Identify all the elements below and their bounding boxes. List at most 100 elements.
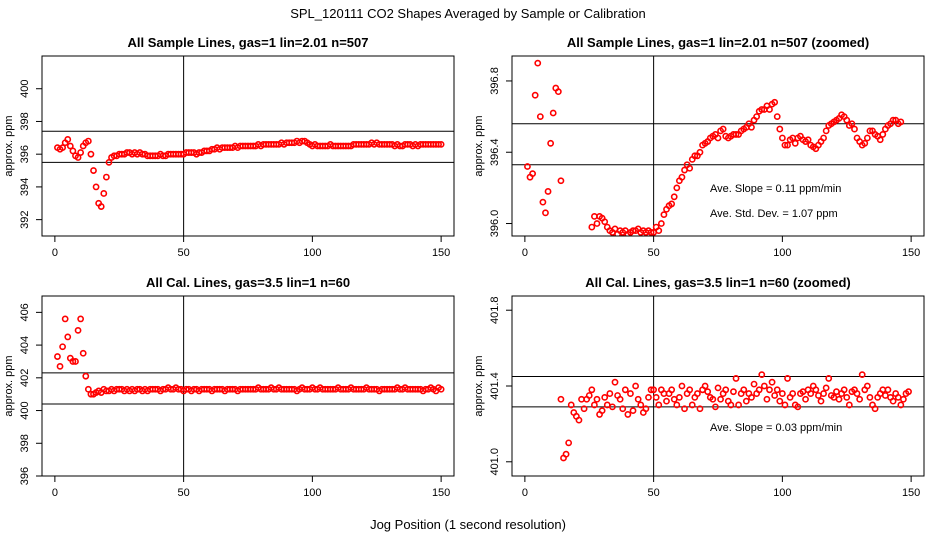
- data-point: [748, 393, 755, 401]
- data-point: [77, 315, 85, 323]
- data-point: [593, 220, 601, 227]
- data-point: [771, 392, 779, 399]
- data-point: [59, 343, 66, 351]
- data-point: [82, 372, 90, 380]
- data-point: [686, 164, 694, 172]
- data-point: [863, 134, 871, 142]
- data-point: [435, 140, 442, 148]
- data-point: [670, 193, 678, 201]
- data-point: [789, 390, 797, 397]
- data-point: [59, 144, 66, 152]
- data-point: [660, 211, 668, 219]
- data-point: [732, 375, 740, 382]
- x-tick-label: 100: [773, 247, 791, 259]
- data-point: [549, 109, 557, 117]
- data-point: [64, 333, 72, 341]
- data-point: [100, 190, 108, 197]
- y-tick-label: 396: [19, 467, 31, 485]
- data-point: [835, 395, 843, 403]
- data-point: [567, 401, 575, 409]
- data-point: [105, 158, 113, 166]
- data-point: [66, 142, 74, 150]
- data-point: [621, 386, 629, 394]
- y-tick-label: 396.4: [489, 138, 501, 166]
- data-point: [84, 137, 92, 145]
- data-point: [863, 382, 871, 390]
- chart-panel-cal-zoom: All Cal. Lines, gas=3.5 lin=1 n=60 (zoom…: [473, 275, 925, 499]
- data-point: [619, 405, 627, 413]
- data-point: [609, 403, 616, 411]
- data-point: [645, 393, 652, 401]
- data-point: [657, 220, 665, 227]
- x-tick-label: 50: [178, 247, 190, 259]
- y-tick-label: 396: [19, 145, 31, 163]
- data-point: [678, 382, 686, 390]
- chart-panel-sample-zoom: All Sample Lines, gas=1 lin=2.01 n=507 (…: [473, 0, 925, 259]
- data-point: [92, 183, 100, 191]
- data-point: [712, 403, 719, 411]
- x-tick-label: 100: [773, 487, 791, 499]
- data-point: [69, 358, 77, 365]
- data-point: [655, 401, 663, 409]
- x-tick-label: 50: [648, 247, 660, 259]
- data-point: [688, 401, 696, 409]
- data-point: [634, 395, 642, 403]
- data-point: [804, 136, 812, 144]
- data-point: [753, 113, 761, 120]
- data-point: [74, 154, 82, 161]
- y-tick-label: 398: [19, 112, 31, 130]
- data-point: [791, 139, 799, 147]
- data-point: [437, 385, 445, 393]
- y-axis-label: approx. ppm: [3, 115, 15, 176]
- y-tick-label: 396.8: [489, 67, 501, 95]
- data-point: [704, 388, 712, 396]
- chart-panel-cal-full: All Cal. Lines, gas=3.5 lin=1 n=60 0 50 100…: [3, 275, 455, 499]
- y-tick-label: 400: [19, 401, 31, 419]
- data-point: [822, 384, 830, 392]
- data-point: [856, 395, 864, 403]
- data-point: [652, 393, 660, 401]
- data-point: [861, 139, 869, 147]
- data-point: [889, 397, 897, 405]
- data-point: [871, 405, 879, 413]
- data-point: [845, 401, 853, 409]
- x-tick-label: 150: [902, 487, 920, 499]
- data-point: [588, 386, 596, 394]
- data-point: [588, 223, 596, 231]
- data-point: [79, 349, 87, 357]
- data-point: [591, 401, 598, 409]
- data-point: [97, 203, 105, 210]
- data-point: [534, 59, 542, 67]
- data-point: [763, 395, 771, 403]
- chart-annotation: Ave. Slope = 0.11 ppm/min: [710, 183, 841, 195]
- data-point: [897, 118, 905, 126]
- data-point: [866, 127, 874, 135]
- data-point: [102, 173, 110, 181]
- data-point: [701, 382, 709, 390]
- data-point: [901, 0, 906, 3]
- data-point: [812, 386, 820, 394]
- x-tick-label: 0: [522, 487, 528, 499]
- y-tick-label: 401.0: [489, 448, 501, 476]
- data-point: [773, 113, 781, 120]
- x-tick-label: 150: [432, 247, 450, 259]
- data-point: [843, 116, 851, 124]
- data-point: [691, 152, 699, 160]
- plot-frame: [41, 295, 455, 477]
- data-point: [853, 390, 861, 397]
- data-point: [889, 116, 897, 124]
- data-point: [611, 378, 619, 386]
- chart-annotation: Ave. Std. Dev. = 1.07 ppm: [710, 208, 838, 220]
- data-point: [547, 139, 555, 147]
- data-point: [54, 353, 61, 360]
- data-point: [776, 125, 784, 133]
- data-point: [61, 315, 69, 323]
- data-point: [909, 0, 914, 3]
- data-point: [601, 218, 609, 226]
- chart-title: All Cal. Lines, gas=3.5 lin=1 n=60 (zoom…: [585, 275, 851, 290]
- data-point: [72, 358, 79, 365]
- data-point: [840, 386, 848, 394]
- data-point: [562, 450, 570, 458]
- data-point: [906, 0, 911, 3]
